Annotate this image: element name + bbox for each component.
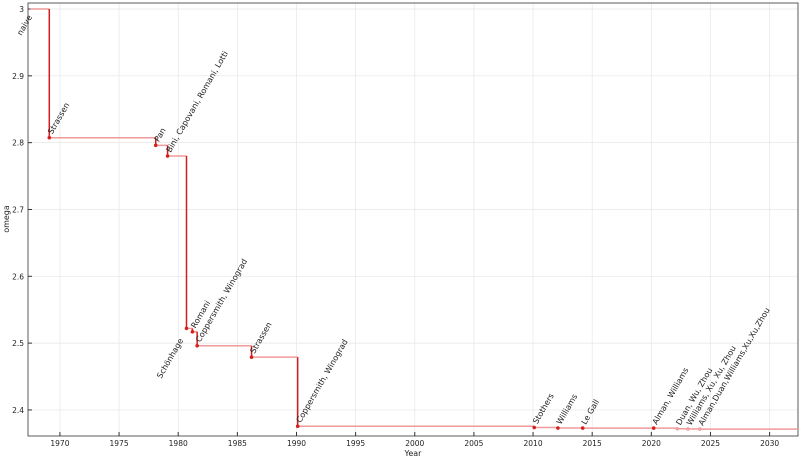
point bbox=[295, 424, 300, 429]
point-label: Le Gall bbox=[580, 398, 601, 426]
x-axis-label: Year bbox=[404, 449, 423, 458]
point bbox=[675, 426, 680, 431]
x-tick-label: 2000 bbox=[405, 439, 424, 448]
point bbox=[532, 425, 537, 430]
x-tick-label: 1970 bbox=[50, 439, 69, 448]
point-label: Stothers bbox=[531, 392, 556, 426]
x-tick-label: 2025 bbox=[701, 439, 720, 448]
point bbox=[651, 426, 656, 430]
x-tick-label: 1995 bbox=[346, 439, 365, 448]
y-tick-label: 3 bbox=[19, 5, 24, 14]
x-tick-label: 2010 bbox=[524, 439, 543, 448]
x-tick-label: 1980 bbox=[169, 439, 188, 448]
point bbox=[686, 427, 690, 431]
y-tick-label: 2.7 bbox=[12, 205, 24, 214]
point-label: Bini, Capovani, Romani, Lotti bbox=[165, 50, 231, 154]
point bbox=[153, 143, 158, 148]
x-tick-label: 1990 bbox=[287, 439, 306, 448]
point bbox=[249, 355, 254, 359]
point bbox=[195, 343, 199, 348]
x-tick-label: 1985 bbox=[228, 439, 247, 448]
point bbox=[698, 427, 702, 431]
point-label: Alman,Duan,Williams,Xu,Xu,Zhou bbox=[697, 306, 772, 427]
y-tick-label: 2.6 bbox=[12, 272, 24, 281]
y-tick-label: 2.5 bbox=[12, 339, 24, 348]
y-tick-label: 2.8 bbox=[12, 139, 24, 148]
y-tick-label: 2.9 bbox=[12, 72, 24, 81]
point-label: Pan bbox=[153, 126, 168, 143]
x-tick-label: 2015 bbox=[583, 439, 602, 448]
y-axis-label: omega bbox=[2, 205, 11, 233]
x-tick-label: 2020 bbox=[642, 439, 661, 448]
y-tick-label: 2.4 bbox=[12, 406, 24, 415]
point bbox=[580, 426, 585, 430]
point bbox=[190, 329, 195, 334]
x-tick-label: 2030 bbox=[760, 439, 779, 448]
plot-frame bbox=[27, 2, 799, 437]
point bbox=[184, 326, 189, 331]
x-tick-label: 1975 bbox=[110, 439, 129, 448]
point-label: naive bbox=[15, 13, 34, 36]
point-label: Strassen bbox=[248, 321, 273, 356]
point bbox=[556, 426, 560, 430]
point-label: Coppersmith, Winograd bbox=[295, 338, 350, 424]
point-label: Coppersmith, Winograd bbox=[194, 257, 249, 343]
point-label: Williams bbox=[555, 393, 580, 427]
x-tick-label: 2005 bbox=[464, 439, 483, 448]
point bbox=[47, 135, 52, 140]
point bbox=[165, 154, 170, 158]
